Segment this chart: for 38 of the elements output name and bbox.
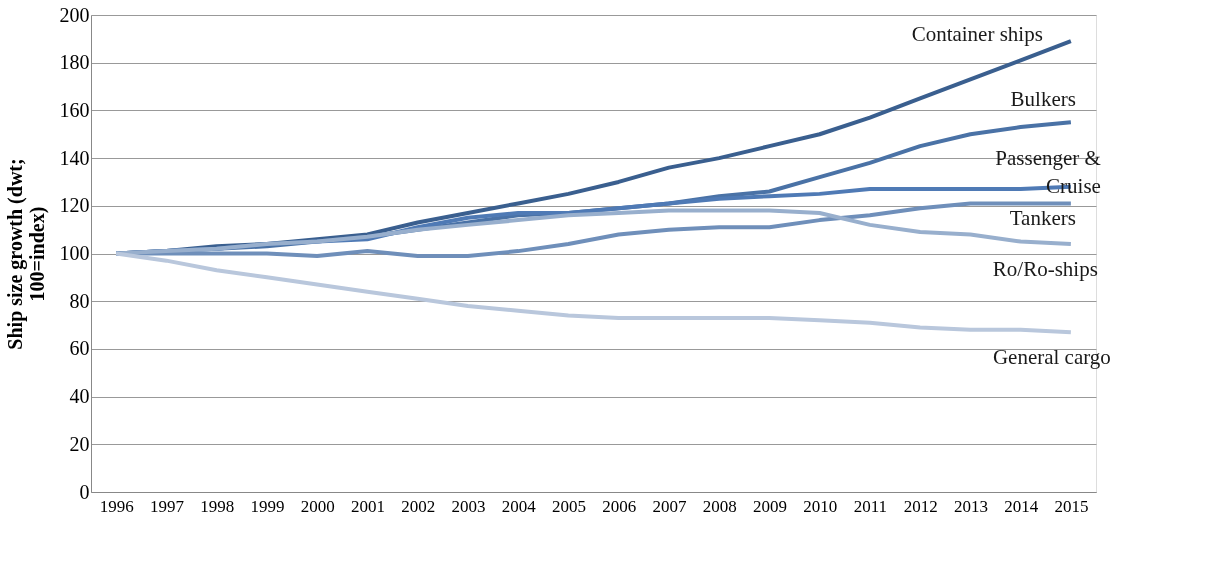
x-tick-label: 2012 — [903, 496, 938, 516]
y-axis-title: Ship size growth (dwt; 100=index) — [3, 158, 49, 350]
x-tick-label: 2002 — [401, 496, 436, 516]
x-tick-label: 2015 — [1054, 496, 1089, 516]
y-tick-label: 160 — [59, 98, 90, 121]
x-tick-label: 2013 — [953, 496, 988, 516]
series-label: Container ships — [911, 22, 1043, 47]
y-tick-label: 40 — [69, 385, 90, 408]
y-tick-label: 200 — [59, 3, 90, 26]
y-tick-label: 180 — [59, 51, 90, 74]
x-tick-label: 2014 — [1004, 496, 1039, 516]
x-tick-label: 2006 — [602, 496, 637, 516]
x-tick-label: 2007 — [652, 496, 687, 516]
x-tick-label: 2010 — [803, 496, 838, 516]
x-tick-label: 1998 — [200, 496, 235, 516]
y-tick-label: 60 — [69, 337, 90, 360]
series-label: Tankers — [1009, 206, 1076, 231]
x-tick-label: 1997 — [149, 496, 185, 516]
x-tick-label: 1999 — [250, 496, 285, 516]
x-tick-label: 2001 — [350, 496, 385, 516]
x-tick-label: 2005 — [551, 496, 586, 516]
x-tick-label: 2011 — [853, 496, 888, 516]
y-tick-label: 100 — [59, 242, 90, 264]
series-label: General cargo — [992, 345, 1111, 370]
y-tick-label: 80 — [69, 289, 90, 312]
x-tick-label: 2008 — [702, 496, 737, 516]
x-tick-label: 1996 — [99, 496, 134, 516]
x-tick-label: 2004 — [501, 496, 537, 516]
x-tick-label: 2003 — [451, 496, 486, 516]
y-tick-label: 20 — [69, 432, 90, 455]
y-tick-label: 0 — [79, 480, 90, 503]
y-tick-label: 120 — [59, 194, 90, 217]
series-label: Bulkers — [1010, 87, 1076, 112]
x-tick-label: 2000 — [300, 496, 335, 516]
x-tick-label: 2009 — [752, 496, 787, 516]
series-label: Passenger & Cruise — [995, 145, 1101, 198]
series-label: Ro/Ro-ships — [992, 256, 1098, 281]
y-tick-label: 140 — [59, 146, 90, 169]
